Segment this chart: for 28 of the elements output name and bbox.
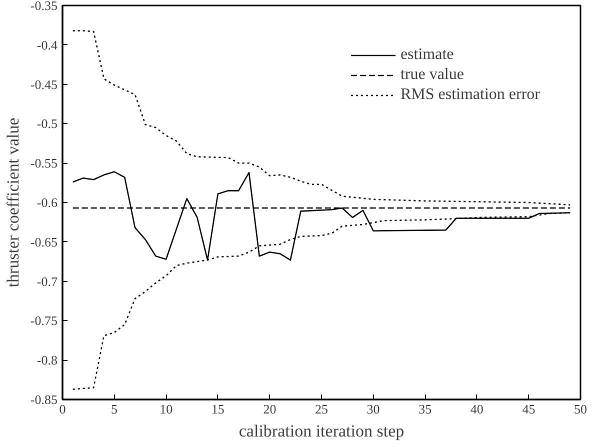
- y-tick-label: -0.4: [36, 37, 58, 52]
- x-axis-title: calibration iteration step: [238, 422, 404, 440]
- y-axis-title: thruster coefficient value: [3, 118, 22, 288]
- x-tick-label: 35: [418, 402, 432, 416]
- legend-label: estimate: [400, 46, 454, 64]
- y-tick-label: -0.45: [30, 76, 58, 92]
- x-tick-label: 15: [211, 402, 224, 416]
- y-tick-label: -0.7: [36, 274, 58, 289]
- x-tick-label: 20: [263, 402, 276, 416]
- y-tick-label: -0.6: [36, 195, 58, 210]
- y-tick-label: -0.35: [30, 0, 58, 13]
- line-series: [72, 30, 571, 206]
- x-tick-label: 0: [59, 402, 66, 416]
- x-tick-label: 45: [522, 402, 536, 416]
- y-tick-label: -0.65: [30, 234, 58, 250]
- x-tick-label: 40: [470, 402, 484, 416]
- x-tick-label: 50: [574, 402, 587, 416]
- x-tick-label: 5: [111, 402, 118, 416]
- x-tick-label: 30: [366, 402, 380, 416]
- y-tick-label: -0.5: [36, 116, 58, 132]
- legend-label: RMS estimation error: [400, 86, 540, 104]
- y-tick-label: -0.85: [30, 392, 58, 407]
- y-tick-label: -0.55: [30, 156, 58, 171]
- y-tick-label: -0.75: [30, 313, 58, 328]
- legend-label: true value: [400, 66, 464, 84]
- y-tick-label: -0.8: [36, 352, 58, 368]
- x-tick-label: 25: [315, 402, 328, 416]
- x-tick-label: 10: [160, 402, 173, 416]
